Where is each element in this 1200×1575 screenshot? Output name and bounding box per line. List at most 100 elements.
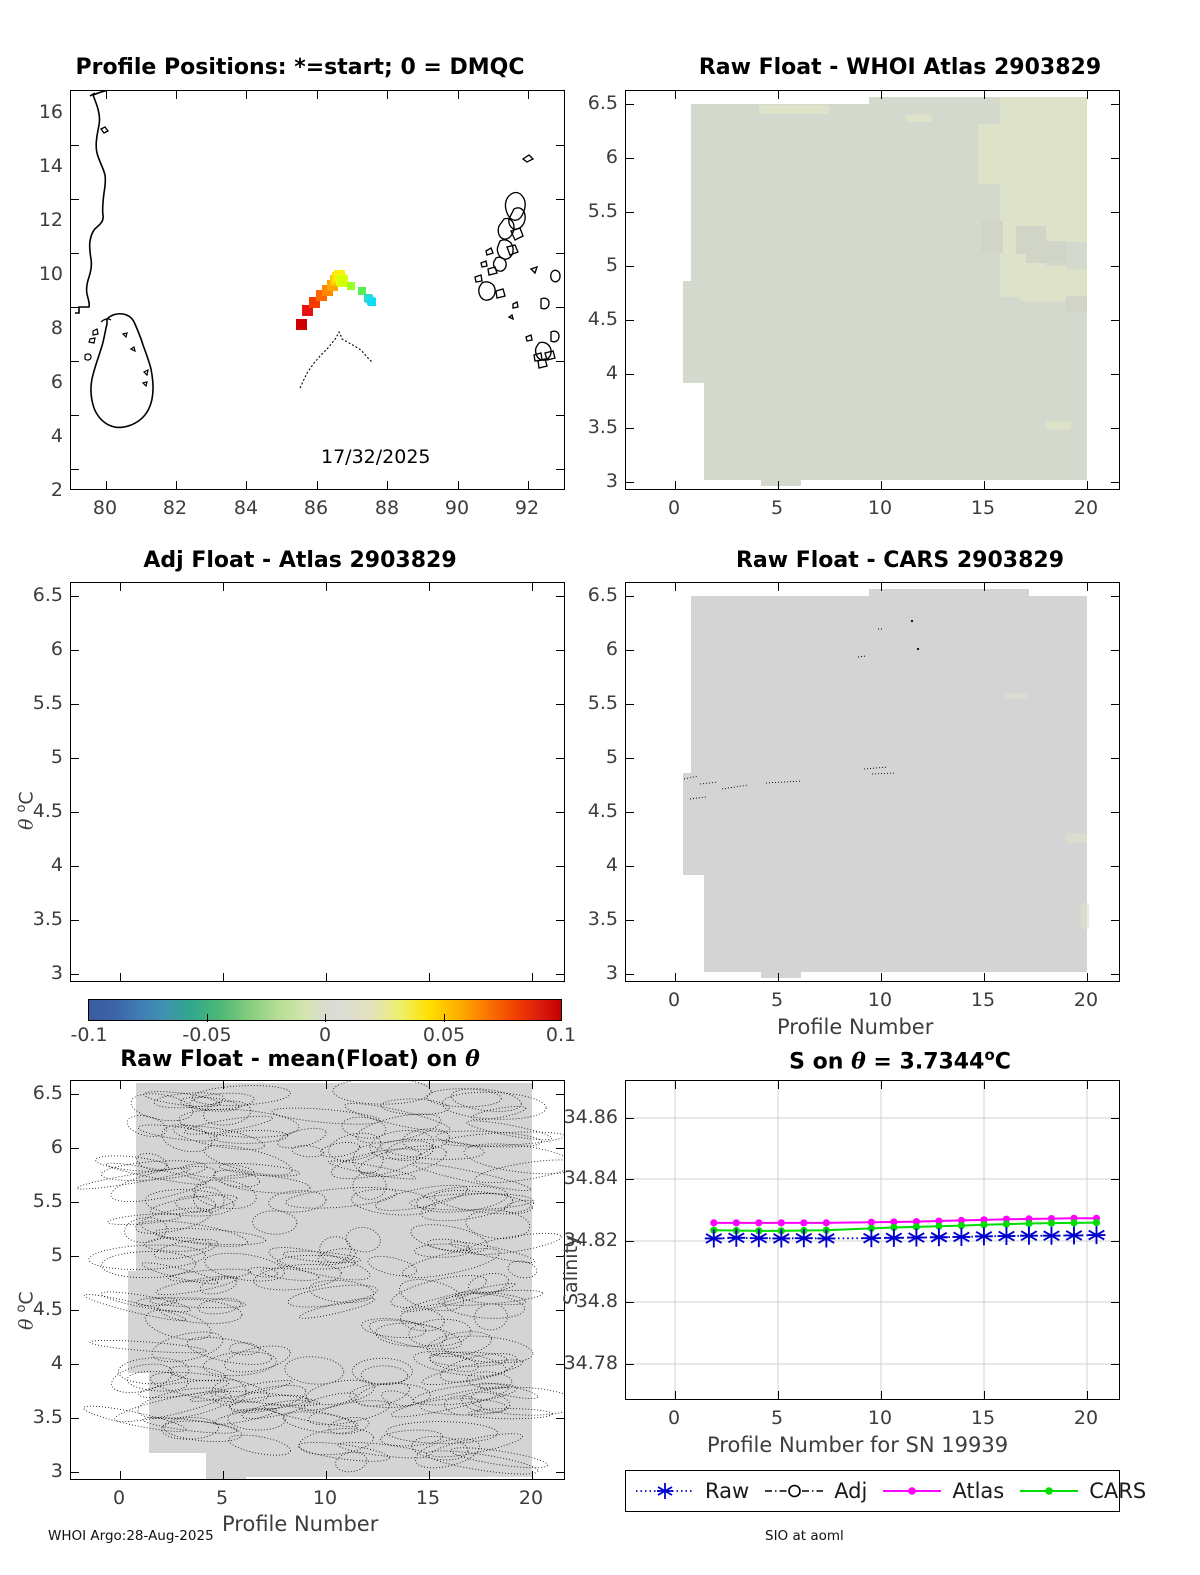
contour-line: [367, 1256, 417, 1277]
legend-item-cars[interactable]: CARS: [1018, 1479, 1160, 1503]
marker-dot: [867, 1224, 875, 1232]
s-xtick-5: 5: [770, 1407, 784, 1429]
contour-line: [468, 1273, 509, 1295]
contour-line: [297, 1441, 390, 1462]
contour-line: [197, 1297, 242, 1315]
contour-line: [247, 1266, 278, 1278]
contour-line: [375, 1322, 447, 1347]
contour-line: [224, 1345, 291, 1373]
s-ytick-34.86: 34.86: [563, 1106, 618, 1128]
s-on-theta-value: 3.7344: [899, 1049, 985, 1075]
contour-line: [352, 1171, 387, 1200]
raw-cars-ytick-3: 3: [605, 962, 618, 984]
contour-line: [467, 1408, 553, 1420]
panel-raw-float-cars: Raw Float - CARS 2903829: [588, 520, 1200, 1039]
legend-label-raw: Raw: [705, 1479, 750, 1503]
raw-mean-xtick-15: 15: [415, 1487, 441, 1509]
series-legend: Raw Adj Atlas: [625, 1470, 1146, 1512]
contour-line: [111, 1363, 173, 1393]
raw-atlas-heatmap: [683, 97, 1087, 486]
map-canvas: [75, 91, 561, 429]
marker-dot: [935, 1222, 943, 1230]
contour-line: [437, 1289, 544, 1306]
contour-line: [381, 1390, 415, 1407]
contour-line: [228, 1342, 260, 1356]
series-line-raw: [713, 1234, 1097, 1240]
theta-symbol-icon: θ: [465, 1046, 480, 1072]
colorbar-tick--0.1: -0.1: [70, 1024, 108, 1046]
marker-dot: [957, 1216, 966, 1225]
raw-cars-xtick-5: 5: [770, 989, 784, 1011]
legend-item-raw[interactable]: Raw: [634, 1479, 763, 1503]
raw-mean-title-text: Raw Float - mean(Float) on: [120, 1047, 466, 1072]
contour-line: [375, 1184, 468, 1211]
contour-line: [124, 1217, 168, 1243]
marker-asterisk: [997, 1227, 1016, 1246]
contour-line: [167, 1268, 252, 1282]
map-xtick-2: 84: [233, 497, 259, 519]
raw-mean-ytick-3.5: 3.5: [32, 1406, 63, 1428]
s-ytick-34.8: 34.8: [575, 1290, 618, 1312]
map-xtick-4: 88: [374, 497, 400, 519]
contour-line: [189, 1380, 293, 1402]
marker-asterisk: [952, 1227, 971, 1246]
contour-line: [137, 1387, 232, 1420]
legend-item-adj[interactable]: Adj: [763, 1479, 881, 1503]
contour-line: [253, 1263, 342, 1291]
contour-line: [126, 1370, 189, 1392]
contour-line: [386, 1140, 434, 1161]
adj-atlas-title: Adj Float - Atlas 2903829: [143, 548, 457, 573]
contour-line: [220, 1174, 311, 1194]
contour-line: [161, 1417, 219, 1440]
contour-line: [400, 1308, 445, 1332]
marker-dot: [800, 1219, 808, 1227]
raw-cars-xlabel: Profile Number: [777, 1015, 934, 1039]
contour-line: [138, 1379, 229, 1399]
s-on-theta-axes: [625, 1080, 1120, 1400]
marker-asterisk: [1087, 1226, 1106, 1245]
raw-atlas-axes: [625, 90, 1120, 490]
contour-line: [390, 1386, 509, 1418]
contour-line: [277, 1127, 327, 1149]
contour-line: [503, 1199, 534, 1213]
map-ytick-14: 14: [38, 155, 63, 177]
contour-line: [351, 1357, 413, 1385]
contour-line: [385, 1421, 499, 1444]
marker-dot: [890, 1218, 898, 1226]
map-xtick-6: 92: [514, 497, 540, 519]
raw-atlas-ytick-6.5: 6.5: [587, 92, 618, 114]
s-on-theta-ylabel: Salinity: [560, 1234, 582, 1305]
adj-atlas-axes: [70, 582, 565, 982]
contour-line: [456, 1291, 527, 1306]
contour-line: [328, 1132, 381, 1162]
contour-line: [355, 1382, 410, 1407]
contour-line: [469, 1386, 564, 1416]
s-on-theta-title: S on θ = 3.7344oC: [789, 1046, 1011, 1075]
raw-atlas-ytick-4.5: 4.5: [587, 308, 618, 330]
contour-line: [408, 1318, 472, 1347]
contour-line: [308, 1279, 375, 1304]
contour-line: [412, 1162, 532, 1192]
contour-line: [227, 1408, 286, 1431]
legend-swatch-adj: [765, 1484, 824, 1498]
contour-line: [181, 1162, 255, 1179]
marker-asterisk: [772, 1229, 791, 1248]
contour-line: [463, 1143, 564, 1175]
contour-line: [414, 1243, 472, 1258]
contour-line: [305, 1379, 375, 1405]
colorbar-group: -0.1 -0.05 0 0.05 0.1: [0, 990, 600, 1050]
raw-cars-axes: [625, 582, 1120, 982]
s-xtick-0: 0: [667, 1407, 681, 1429]
marker-asterisk: [794, 1229, 813, 1248]
marker-asterisk: [704, 1229, 723, 1248]
raw-atlas-ytick-4: 4: [605, 362, 618, 384]
contour-line: [130, 1093, 194, 1122]
colorbar-tick--0.05: -0.05: [182, 1024, 232, 1046]
contour-line: [287, 1284, 378, 1308]
marker-dot: [935, 1217, 943, 1225]
legend-item-atlas[interactable]: Atlas: [881, 1479, 1018, 1503]
panel-adj-float-atlas: Adj Float - Atlas 2903829: [0, 520, 600, 990]
raw-atlas-ytick-6: 6: [605, 146, 618, 168]
map-ytick-10: 10: [38, 263, 63, 285]
series-line-atlas: [713, 1217, 1097, 1224]
